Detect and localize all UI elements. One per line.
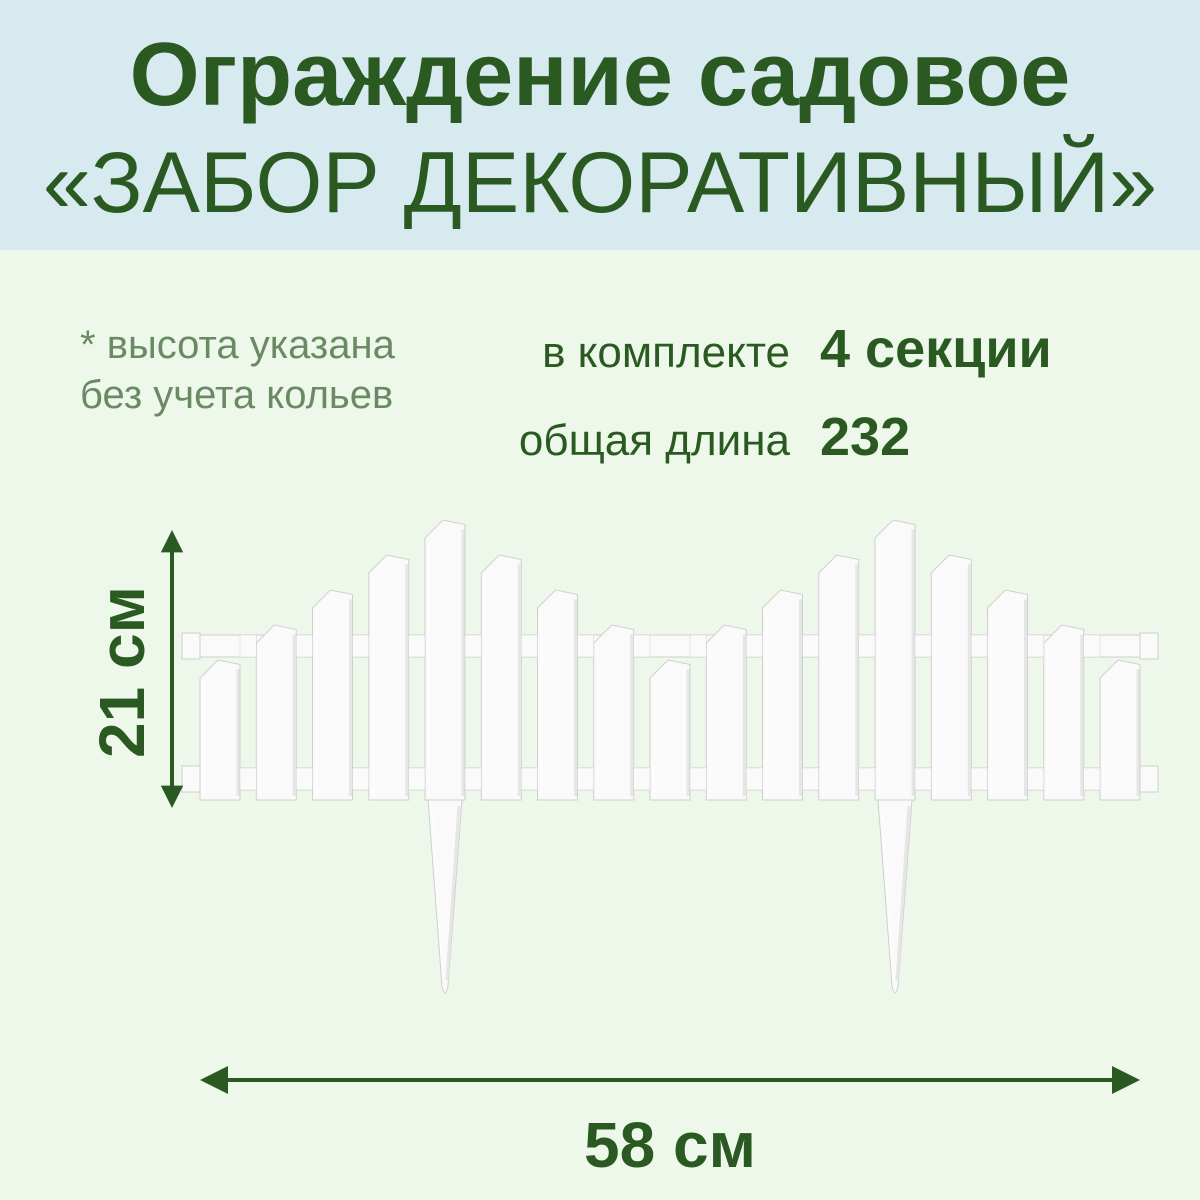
spec-value: 4 секции: [820, 318, 1120, 380]
height-footnote: * высота указана без учета кольев: [80, 320, 440, 420]
header-band: Ограждение садовое «ЗАБОР ДЕКОРАТИВНЫЙ»: [0, 0, 1200, 250]
footnote-text: высота указана без учета кольев: [80, 323, 395, 417]
fence-illustration: [180, 520, 1160, 1020]
width-arrow: [0, 1060, 1200, 1100]
product-title-line2: «ЗАБОР ДЕКОРАТИВНЫЙ»: [0, 140, 1200, 226]
spec-value: 232: [820, 406, 1120, 468]
product-infographic: Ограждение садовое «ЗАБОР ДЕКОРАТИВНЫЙ» …: [0, 0, 1200, 1200]
specs-block: в комплекте 4 секции общая длина 232: [480, 318, 1120, 494]
asterisk: *: [80, 323, 96, 367]
spec-row: общая длина 232: [480, 406, 1120, 468]
spec-label: общая длина: [480, 416, 790, 466]
width-label: 58 см: [550, 1108, 790, 1182]
spec-label: в комплекте: [480, 328, 790, 378]
product-title-line1: Ограждение садовое: [0, 30, 1200, 120]
height-label: 21 см: [85, 572, 159, 772]
spec-row: в комплекте 4 секции: [480, 318, 1120, 380]
dimension-diagram: 21 см 58 см: [0, 520, 1200, 1180]
